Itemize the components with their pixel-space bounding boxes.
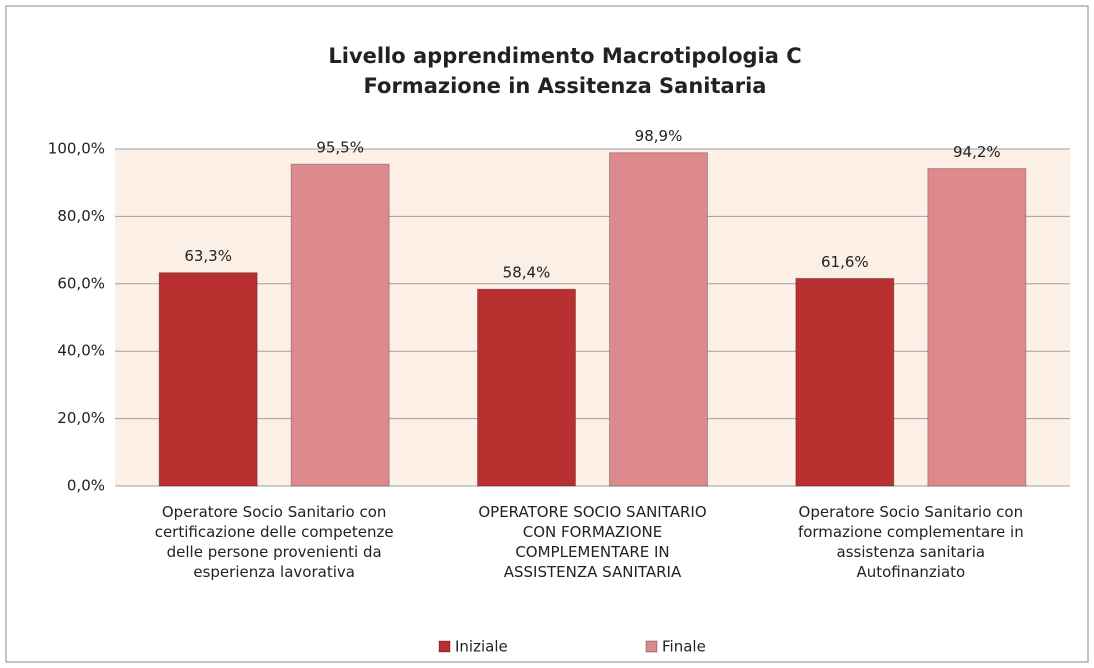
- legend-label: Iniziale: [455, 638, 508, 656]
- legend-label: Finale: [662, 638, 706, 656]
- legend-swatch: [438, 640, 451, 653]
- value-label: 61,6%: [821, 253, 869, 271]
- value-label: 63,3%: [184, 247, 232, 265]
- value-label: 94,2%: [953, 143, 1001, 161]
- legend-swatch: [645, 640, 658, 653]
- bar: [290, 163, 390, 487]
- bar: [158, 272, 258, 487]
- plot-area: [115, 149, 1070, 486]
- y-tick-label: 80,0%: [57, 207, 105, 225]
- y-tick-label: 60,0%: [57, 274, 105, 292]
- bar: [795, 277, 895, 487]
- y-tick-label: 20,0%: [57, 409, 105, 427]
- x-tick-label: Operatore Socio Sanitario con formazione…: [797, 503, 1024, 581]
- x-tick-label: Operatore Socio Sanitario con certificaz…: [154, 503, 394, 581]
- chart-title: Formazione in Assitenza Sanitaria: [364, 74, 767, 98]
- value-label: 58,4%: [503, 264, 551, 282]
- y-tick-label: 100,0%: [48, 140, 105, 158]
- chart-title: Livello apprendimento Macrotipologia C: [328, 44, 801, 68]
- y-tick-label: 40,0%: [57, 342, 105, 360]
- value-label: 98,9%: [635, 127, 683, 145]
- y-tick-label: 0,0%: [67, 477, 105, 495]
- bar: [477, 288, 576, 487]
- bar: [927, 168, 1027, 487]
- value-label: 95,5%: [316, 139, 364, 157]
- bar: [609, 152, 708, 487]
- x-tick-label: OPERATORE SOCIO SANITARIO CON FORMAZIONE…: [478, 503, 707, 581]
